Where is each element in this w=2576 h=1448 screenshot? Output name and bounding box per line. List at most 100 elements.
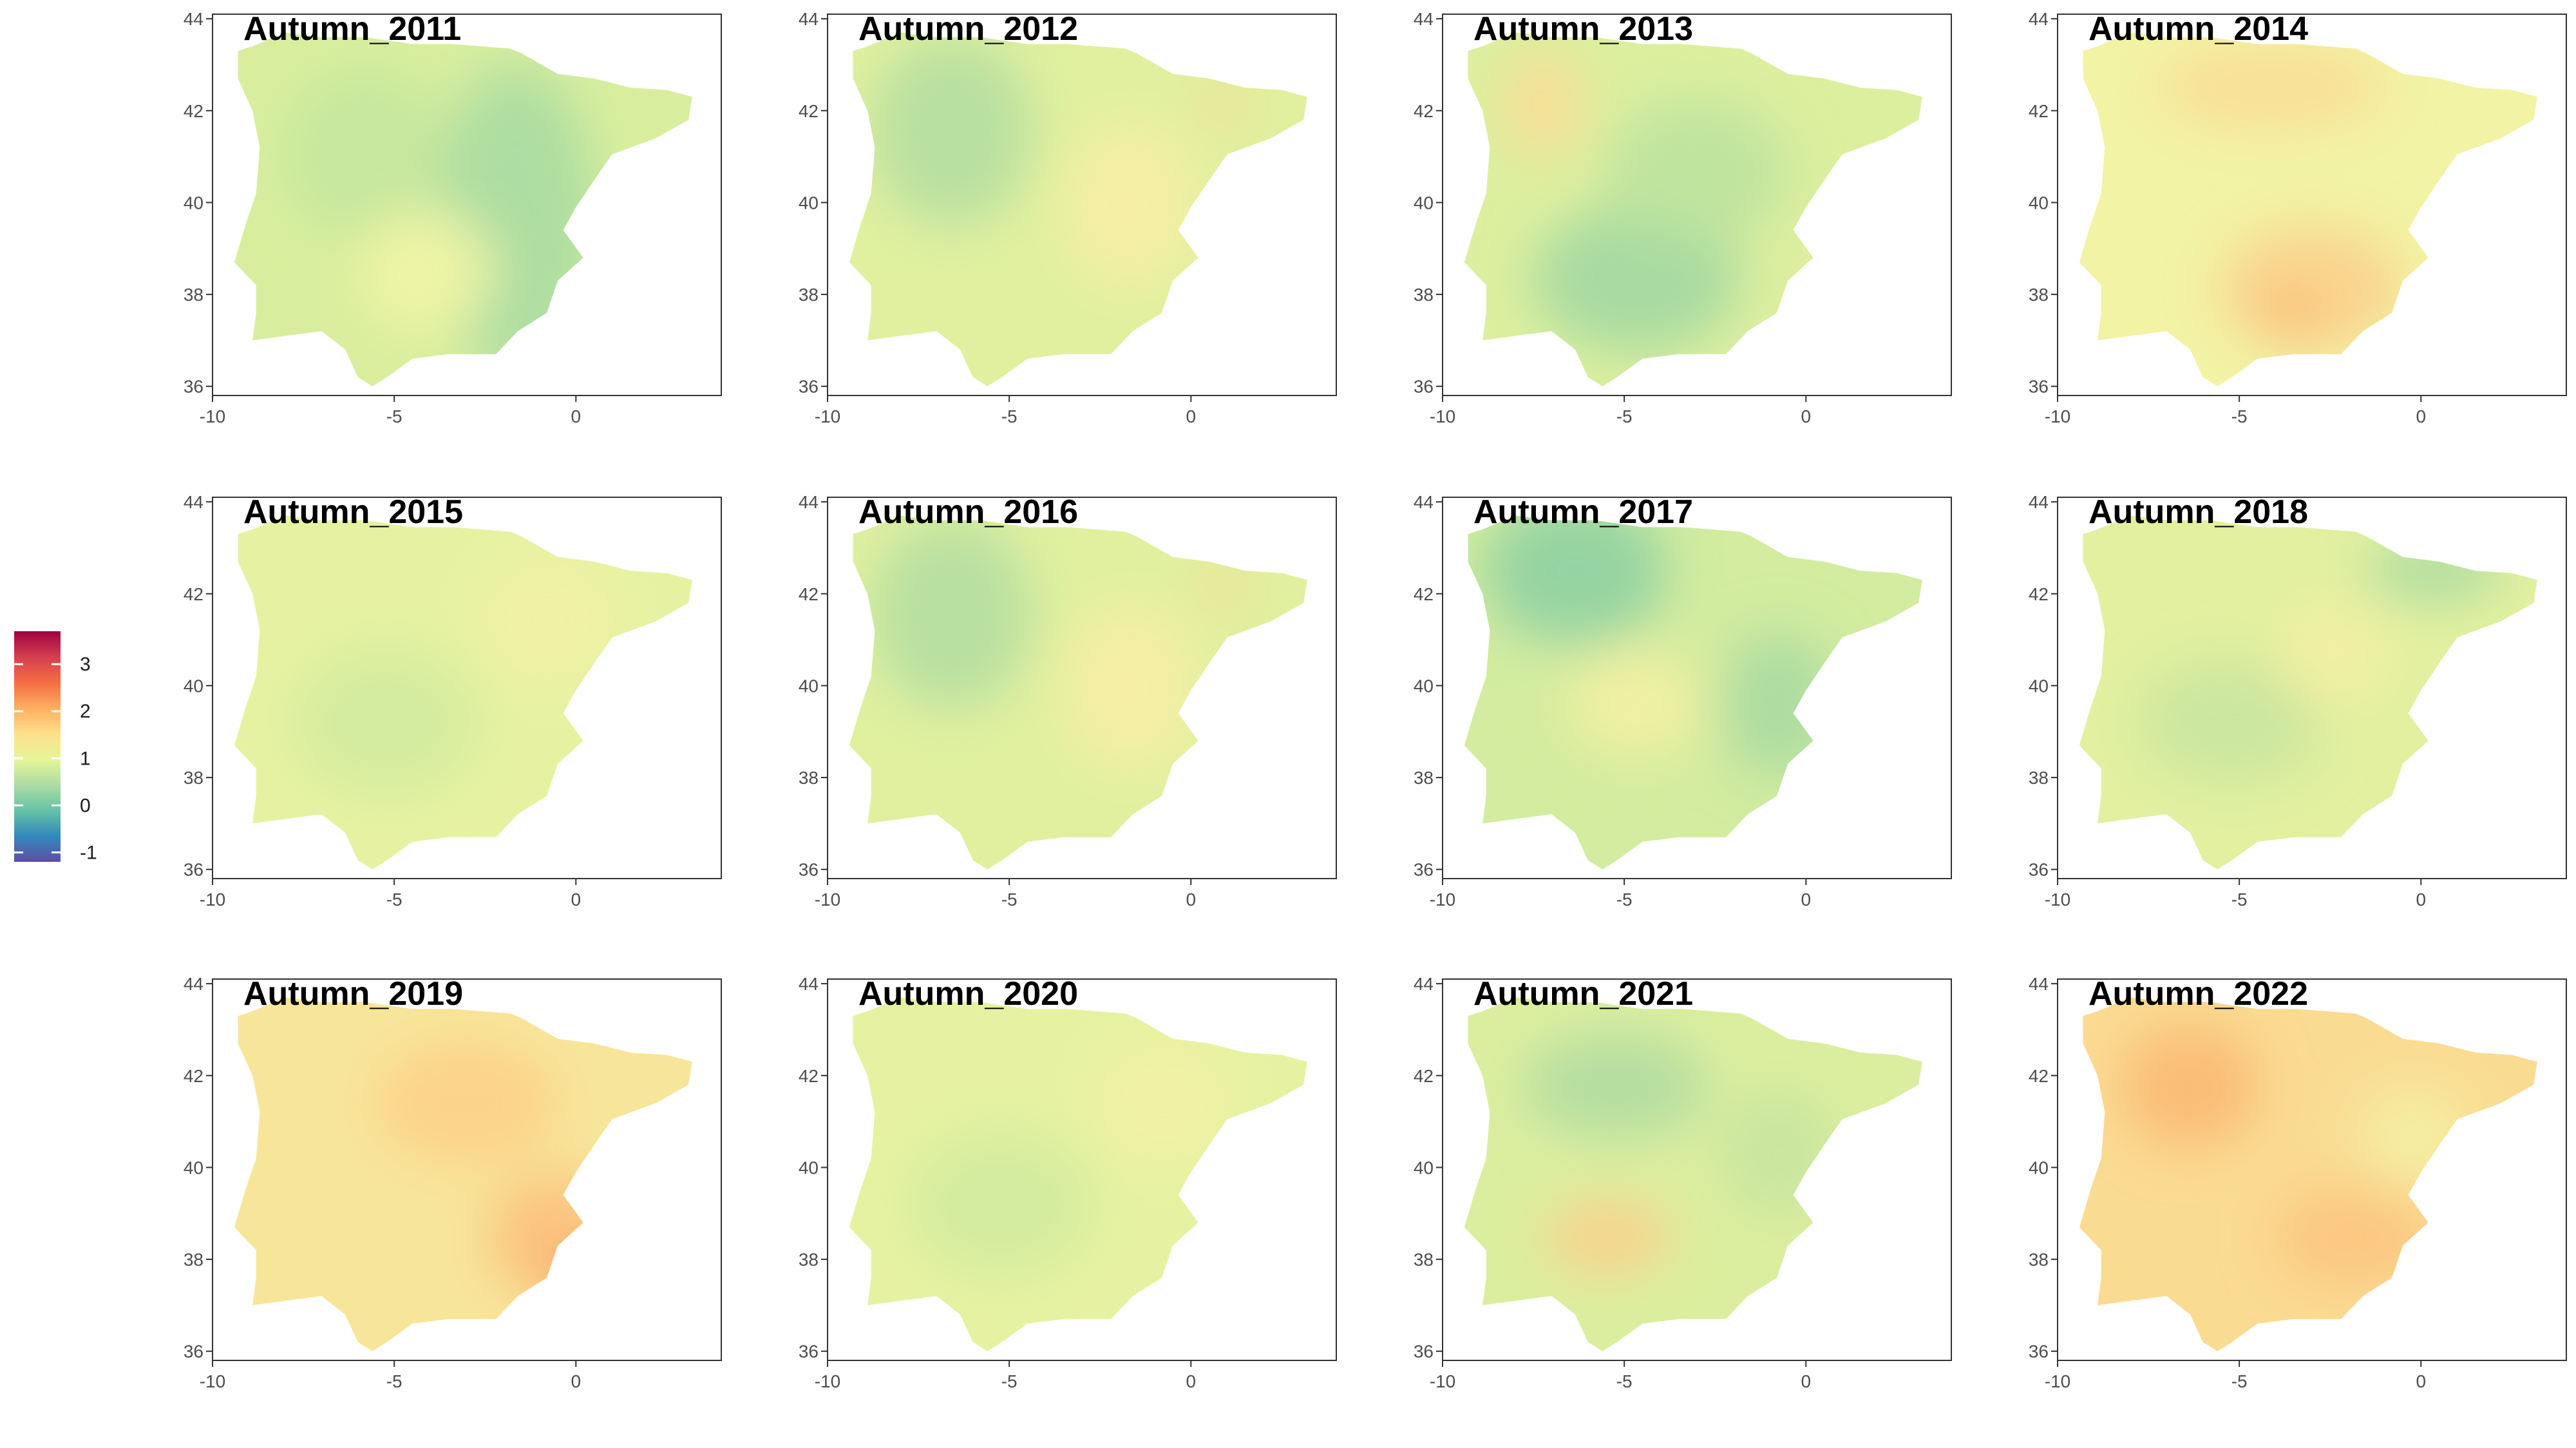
anomaly-region <box>549 1256 613 1299</box>
iberia-anomaly-map <box>849 32 1307 386</box>
y-tick-label: 38 <box>799 1250 819 1270</box>
x-tick-label: 0 <box>2416 1371 2426 1391</box>
y-tick-label: 36 <box>2029 860 2049 880</box>
map-panels-grid: 36 38 40 42 44 -10 -5 0 Autumn_2011 36 38 40 42 44 -10… <box>184 9 2567 1391</box>
y-tick-label: 42 <box>1414 584 1434 604</box>
y-tick-label: 44 <box>184 9 204 29</box>
y-tick-label: 44 <box>799 9 819 29</box>
x-tick-label: -10 <box>1430 406 1455 426</box>
panel-frame <box>1442 497 1952 879</box>
x-tick-label: -5 <box>1001 406 1018 426</box>
y-tick-label: 38 <box>2029 1250 2049 1270</box>
y-tick-label: 36 <box>184 377 204 397</box>
anomaly-region <box>479 558 618 684</box>
x-tick-label: 0 <box>2416 406 2426 426</box>
y-tick-label: 38 <box>184 285 204 305</box>
anomaly-region <box>375 1040 559 1166</box>
y-tick-label: 40 <box>799 193 819 213</box>
iberia-anomaly-map <box>234 515 692 870</box>
anomaly-region <box>357 209 495 335</box>
anomaly-region <box>2121 1023 2259 1149</box>
map-panel: 36 38 40 42 44 -10 -5 0 Autumn_2019 <box>184 974 722 1391</box>
panel-title: Autumn_2017 <box>1473 493 1693 531</box>
x-tick-label: 0 <box>1801 1371 1811 1391</box>
x-tick-label: -10 <box>815 890 840 910</box>
panel-frame <box>827 14 1337 396</box>
iberia-anomaly-map <box>234 32 692 386</box>
anomaly-region <box>1567 652 1705 757</box>
x-tick-label: -10 <box>1430 890 1455 910</box>
y-tick-label: 44 <box>184 974 204 994</box>
y-tick-label: 36 <box>1414 377 1434 397</box>
panel-title: Autumn_2018 <box>2088 493 2308 531</box>
anomaly-region <box>488 1174 625 1300</box>
anomaly-region <box>1062 120 1200 289</box>
anomaly-region <box>871 36 1032 225</box>
x-tick-label: -10 <box>2045 1371 2070 1391</box>
y-tick-label: 44 <box>799 974 819 994</box>
y-tick-label: 38 <box>799 768 819 788</box>
panel-title: Autumn_2012 <box>858 10 1078 48</box>
y-tick-label: 42 <box>2029 584 2049 604</box>
iberia-anomaly-map <box>1464 32 1922 386</box>
panel-title: Autumn_2020 <box>858 975 1078 1013</box>
y-tick-label: 38 <box>1414 285 1434 305</box>
y-tick-label: 36 <box>799 377 819 397</box>
y-tick-label: 38 <box>799 285 819 305</box>
anomaly-region <box>285 70 446 239</box>
anomaly-region <box>1501 52 1584 157</box>
y-tick-label: 44 <box>2029 492 2049 512</box>
x-tick-label: -10 <box>815 1371 840 1391</box>
x-tick-label: -5 <box>1001 1371 1018 1391</box>
anomaly-region <box>871 519 1032 709</box>
map-panel: 36 38 40 42 44 -10 -5 0 Autumn_2016 <box>799 492 1337 910</box>
y-tick-label: 40 <box>1414 193 1434 213</box>
iberia-anomaly-map <box>234 997 692 1351</box>
map-panel: 36 38 40 42 44 -10 -5 0 Autumn_2021 <box>1414 974 1952 1391</box>
anomaly-region <box>2257 287 2326 338</box>
x-tick-label: -5 <box>2231 890 2248 910</box>
anomaly-region <box>1543 1199 1672 1275</box>
y-tick-label: 44 <box>1414 974 1434 994</box>
map-panel: 36 38 40 42 44 -10 -5 0 Autumn_2015 <box>184 492 722 910</box>
y-tick-label: 42 <box>184 1066 204 1086</box>
x-tick-label: -10 <box>2045 406 2070 426</box>
anomaly-region <box>1201 83 1247 126</box>
y-tick-label: 44 <box>1414 9 1434 29</box>
y-tick-label: 42 <box>799 1066 819 1086</box>
x-tick-label: 0 <box>1801 406 1811 426</box>
y-tick-label: 38 <box>184 1250 204 1270</box>
iberia-anomaly-map <box>1464 997 1922 1351</box>
y-tick-label: 44 <box>2029 9 2049 29</box>
y-tick-label: 36 <box>799 860 819 880</box>
y-tick-label: 42 <box>799 584 819 604</box>
y-tick-label: 40 <box>799 676 819 696</box>
anomaly-region <box>2272 1184 2433 1290</box>
x-tick-label: -5 <box>1616 890 1633 910</box>
y-tick-label: 40 <box>1414 1157 1434 1177</box>
anomaly-region <box>2220 225 2404 352</box>
x-tick-label: -5 <box>386 890 402 910</box>
y-tick-label: 42 <box>184 101 204 121</box>
panel-title: Autumn_2015 <box>243 493 463 531</box>
x-tick-label: 0 <box>1186 890 1196 910</box>
x-tick-label: 0 <box>2416 890 2426 910</box>
iberia-anomaly-map <box>849 515 1307 870</box>
anomaly-region <box>1721 1090 1836 1216</box>
y-tick-label: 44 <box>1414 492 1434 512</box>
colorbar-tick-label: 0 <box>80 795 91 816</box>
panel-frame <box>827 978 1337 1361</box>
map-panel: 36 38 40 42 44 -10 -5 0 Autumn_2017 <box>1414 492 1952 910</box>
y-tick-label: 36 <box>184 1342 204 1362</box>
panel-frame <box>2057 497 2567 879</box>
y-tick-label: 38 <box>1414 768 1434 788</box>
iberia-anomaly-map <box>2079 997 2537 1351</box>
panel-title: Autumn_2016 <box>858 493 1078 531</box>
x-tick-label: -5 <box>386 406 402 426</box>
anomaly-region <box>1605 97 1789 245</box>
x-tick-label: -5 <box>1616 1371 1633 1391</box>
x-tick-label: -5 <box>2231 406 2248 426</box>
anomaly-region <box>1062 604 1200 772</box>
panel-title: Autumn_2019 <box>243 975 463 1013</box>
map-panel: 36 38 40 42 44 -10 -5 0 Autumn_2012 <box>799 9 1337 426</box>
